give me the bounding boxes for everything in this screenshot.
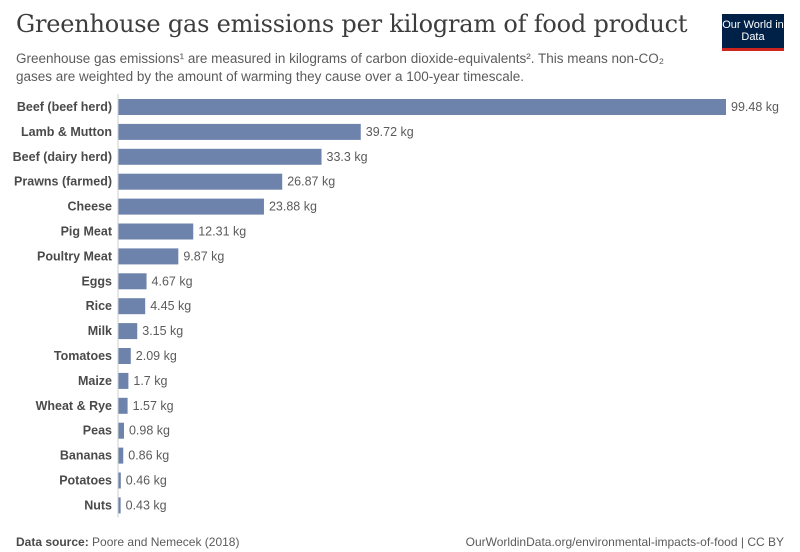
data-source-value[interactable]: Poore and Nemecek (2018) [92,535,240,549]
bar[interactable] [118,447,124,464]
bar[interactable] [118,472,121,489]
category-label: Nuts [84,498,112,512]
bar[interactable] [118,273,147,290]
category-label: Potatoes [59,474,112,488]
value-label: 33.3 kg [327,150,368,164]
category-label: Eggs [81,274,112,288]
category-label: Peas [83,424,112,438]
category-label: Lamb & Mutton [21,125,112,139]
category-label: Prawns (farmed) [14,175,112,189]
value-label: 39.72 kg [366,125,414,139]
value-label: 0.43 kg [126,498,167,512]
bar[interactable] [118,198,264,215]
value-label: 12.31 kg [198,225,246,239]
category-label: Milk [88,324,112,338]
value-label: 9.87 kg [183,249,224,263]
bar[interactable] [118,99,726,115]
bar[interactable] [118,397,128,414]
value-label: 4.45 kg [150,299,191,313]
bar[interactable] [118,123,361,140]
value-label: 23.88 kg [269,200,317,214]
value-label: 26.87 kg [287,175,335,189]
value-label: 99.48 kg [731,100,779,114]
bar[interactable] [118,348,131,364]
value-label: 2.09 kg [136,349,177,363]
bar[interactable] [118,323,138,340]
value-label: 1.7 kg [133,374,167,388]
category-label: Cheese [68,200,113,214]
category-label: Beef (beef herd) [17,100,112,114]
bar[interactable] [118,422,124,439]
chart-title: Greenhouse gas emissions per kilogram of… [16,10,688,38]
bar[interactable] [118,223,194,240]
bar[interactable] [118,497,121,514]
value-label: 0.46 kg [126,474,167,488]
value-label: 3.15 kg [142,324,183,338]
value-label: 0.86 kg [128,449,169,463]
bar[interactable] [118,248,179,265]
category-label: Maize [78,374,112,388]
category-label: Bananas [60,449,112,463]
value-label: 4.67 kg [152,274,193,288]
value-label: 1.57 kg [133,399,174,413]
category-label: Tomatoes [54,349,112,363]
chart-subtitle: Greenhouse gas emissions¹ are measured i… [16,51,665,84]
category-label: Pig Meat [61,225,113,239]
bar[interactable] [118,372,129,389]
category-label: Rice [86,299,112,313]
category-label: Wheat & Rye [36,399,112,413]
category-label: Poultry Meat [37,249,113,263]
bar[interactable] [118,173,283,190]
bar[interactable] [118,148,322,165]
credit-link[interactable]: OurWorldinData.org/environmental-impacts… [465,535,784,549]
owid-logo[interactable]: Our World in Data [722,14,784,51]
data-source-label: Data source: [16,535,89,549]
data-source: Data source: Poore and Nemecek (2018) [16,535,239,549]
value-label: 0.98 kg [129,424,170,438]
bar-chart: Beef (beef herd) 99.48 kg Lamb & Mutton 39.… [13,94,779,518]
bar[interactable] [118,298,146,315]
category-label: Beef (dairy herd) [13,150,112,164]
